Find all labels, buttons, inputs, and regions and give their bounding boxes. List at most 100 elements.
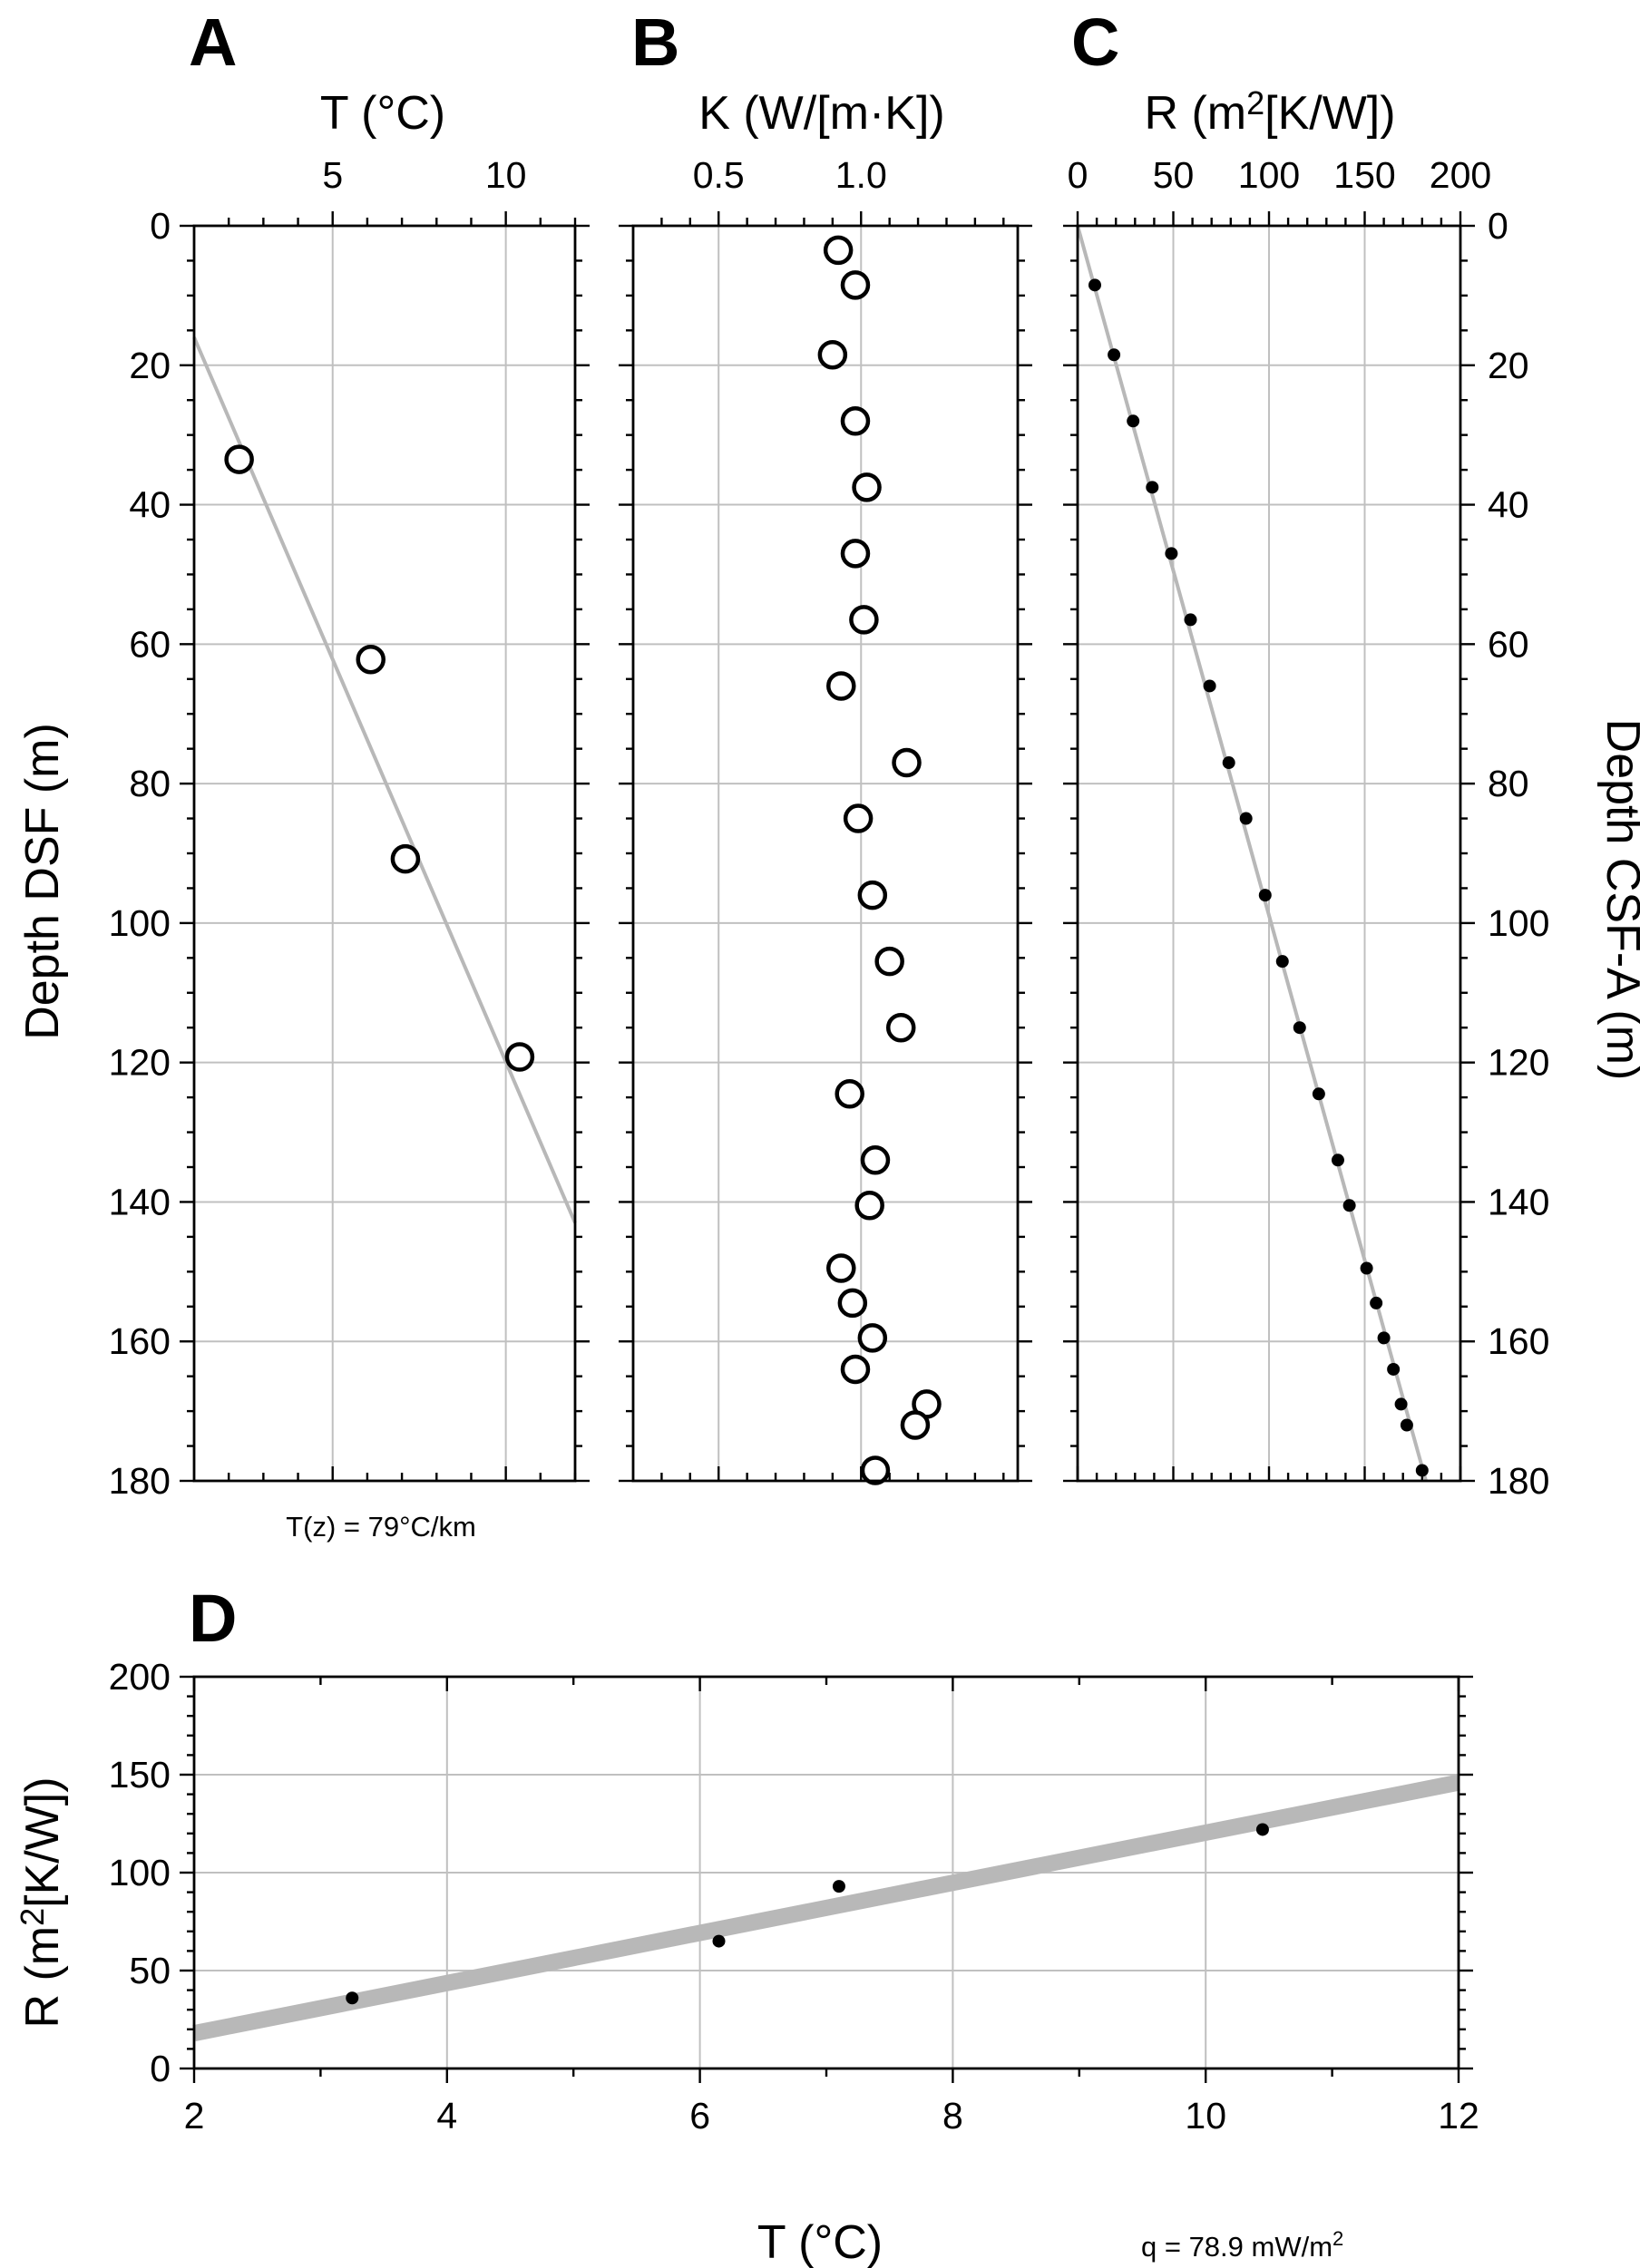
- panel-label-c: C: [1071, 5, 1119, 80]
- c-y-tick-label: 0: [1488, 205, 1508, 247]
- a-y-tick-label: 60: [129, 623, 171, 665]
- a-data-point: [390, 843, 421, 874]
- b-data-point: [840, 270, 871, 300]
- b-data-point: [826, 1253, 856, 1283]
- panel-c: C R (m2[K/W]) Depth CSF-A (m) 0 50 100 150 2…: [1063, 5, 1640, 1502]
- c-data-point: [1394, 1397, 1408, 1411]
- b-data-point: [885, 1012, 916, 1043]
- panel-label-a: A: [189, 5, 237, 80]
- d-data-point: [346, 1991, 359, 2005]
- b-data-point: [849, 605, 879, 635]
- panel-d-x-tick-labels: 2 4 6 8 10 12: [184, 2095, 1479, 2137]
- b-data-point: [840, 1354, 871, 1385]
- b-data-point: [854, 1191, 884, 1221]
- a-y-tick-label: 40: [129, 484, 171, 526]
- panel-label-d: D: [189, 1581, 237, 1656]
- c-x-tick-label: 200: [1430, 154, 1491, 196]
- b-data-point: [852, 472, 882, 502]
- a-trend-line: [192, 336, 577, 1224]
- c-data-point: [1258, 889, 1272, 902]
- c-y-tick-label: 60: [1488, 623, 1529, 665]
- c-data-point: [1222, 756, 1235, 770]
- d-data-point: [1255, 1823, 1269, 1836]
- c-data-point: [1293, 1021, 1306, 1035]
- c-data-point: [1184, 613, 1197, 627]
- panel-b-ticks: [619, 211, 1032, 1483]
- c-data-point: [1239, 812, 1253, 825]
- panel-a-frame: [192, 224, 577, 1483]
- panel-d-y-axis-title: R (m2[K/W]): [14, 1776, 69, 2028]
- c-data-point: [1312, 1087, 1325, 1101]
- b-data-point: [843, 803, 874, 833]
- panel-b-frame: [631, 224, 1020, 1483]
- c-trend-line: [1076, 225, 1428, 1482]
- a-y-tick-label: 140: [109, 1181, 171, 1222]
- panel-c-fit-line: [1076, 225, 1428, 1482]
- b-data-point: [857, 880, 888, 910]
- c-y-tick-label: 20: [1488, 345, 1529, 386]
- a-x-tick-label: 10: [485, 154, 527, 196]
- a-y-tick-label: 0: [150, 205, 171, 247]
- panel-a-ticks: [180, 211, 590, 1483]
- panel-d-frame: [192, 1675, 1460, 2070]
- d-y-tick-label: 150: [109, 1754, 171, 1796]
- b-data-point: [835, 1079, 864, 1109]
- c-data-point: [1146, 481, 1159, 494]
- gradient-annotation: T(z) = 79°C/km: [286, 1511, 476, 1543]
- c-x-tick-label: 50: [1153, 154, 1195, 196]
- b-data-point: [840, 539, 871, 569]
- panel-c-x-tick-labels: 0 50 100 150 200: [1068, 154, 1492, 196]
- panel-a-points: [224, 444, 535, 1072]
- heat-flow-annotation: q = 78.9 mW/m2: [1141, 2227, 1343, 2263]
- b-data-point: [900, 1410, 931, 1440]
- b-data-point: [857, 1323, 888, 1353]
- panel-b-gridlines: [633, 225, 1018, 1482]
- a-y-tick-label: 160: [109, 1320, 171, 1362]
- d-x-tick-label: 12: [1438, 2095, 1479, 2137]
- panel-b-points: [817, 235, 942, 1485]
- panel-a-fit-line: [192, 336, 577, 1224]
- a-data-point: [224, 444, 254, 474]
- d-x-tick-label: 10: [1185, 2095, 1226, 2137]
- d-y-tick-label: 0: [150, 2048, 171, 2089]
- c-data-point: [1360, 1261, 1373, 1275]
- panel-b-x-tick-labels: 0.5 1.0: [693, 154, 887, 196]
- panel-c-gridlines: [1077, 225, 1461, 1482]
- d-y-tick-label: 50: [129, 1950, 171, 1991]
- panel-c-x-axis-title: R (m2[K/W]): [1144, 84, 1395, 140]
- panel-a-x-tick-labels: 5 10: [322, 154, 526, 196]
- d-y-tick-label: 100: [109, 1852, 171, 1893]
- c-x-tick-label: 0: [1068, 154, 1088, 196]
- b-data-point: [840, 406, 871, 436]
- panel-d-x-axis-title: T (°C): [757, 2216, 883, 2268]
- left-y-axis-title: Depth DSF (m): [16, 723, 69, 1040]
- c-data-point: [1088, 278, 1101, 292]
- a-y-tick-label: 100: [109, 902, 171, 944]
- d-x-tick-label: 6: [689, 2095, 710, 2137]
- c-data-point: [1127, 414, 1140, 428]
- c-data-point: [1165, 547, 1178, 560]
- a-y-tick-label: 80: [129, 763, 171, 804]
- a-y-tick-label: 20: [129, 345, 171, 386]
- panel-a-y-tick-labels: 0 20 40 60 80 100 120 140 160 180: [109, 205, 171, 1502]
- c-data-point: [1275, 955, 1289, 969]
- b-data-point: [860, 1455, 891, 1485]
- panel-d-ticks: [180, 1675, 1473, 2083]
- b-data-point: [860, 1145, 891, 1175]
- right-y-axis-title: Depth CSF-A (m): [1596, 719, 1640, 1081]
- panel-b: B K (W/[m·K]) 0.5 1.0: [619, 5, 1032, 1485]
- a-y-tick-label: 180: [109, 1460, 171, 1502]
- panel-a-x-axis-title: T (°C): [320, 87, 445, 140]
- panel-d-points: [346, 1823, 1269, 2005]
- c-y-tick-label: 140: [1488, 1181, 1549, 1222]
- b-data-point: [892, 747, 922, 778]
- panel-a: A T (°C) Depth DSF (m) 5 10 0 20 40 60 80 100 1…: [16, 5, 590, 1543]
- panel-d: D R (m2[K/W]) T (°C) 2 4 6 8 10 12 0 50 100 150 2…: [14, 1581, 1479, 2268]
- b-data-point: [823, 235, 854, 266]
- d-y-tick-label: 200: [109, 1656, 171, 1698]
- c-data-point: [1377, 1331, 1391, 1345]
- panel-d-gridlines: [193, 1676, 1459, 2069]
- panel-b-x-axis-title: K (W/[m·K]): [698, 87, 945, 140]
- c-data-point: [1331, 1153, 1344, 1167]
